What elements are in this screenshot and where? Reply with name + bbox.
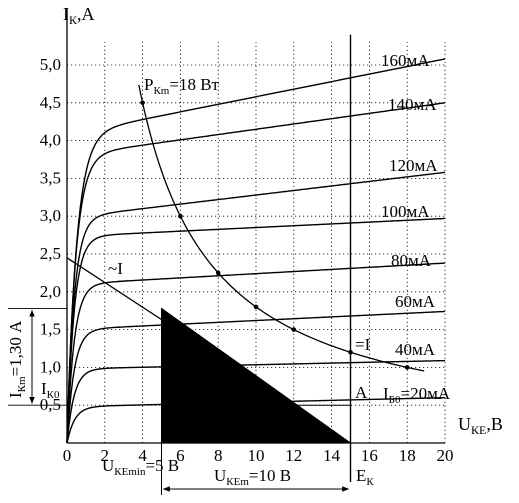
hyperbola-point [178,213,183,219]
label-ek-main: E [356,466,366,485]
curve-label: 140мА [388,95,437,114]
power-hyperbola [138,84,425,372]
y-tick-label: 1,5 [40,320,61,339]
x-tick-label: 16 [361,446,378,465]
power-label-sub: Кm [153,85,169,97]
label-ikm: IКm=1,30 А [6,320,28,398]
curve-label-ib0-main: I [383,384,389,403]
curve-label: 120мА [389,156,438,175]
characteristic-curve-4 [66,262,446,444]
x-axis-title-main: U [458,414,471,434]
characteristic-curve-8 [66,58,446,444]
label-ik0-main: I [41,379,47,398]
x-tick-label: 12 [285,446,302,465]
curve-label: 40мА [395,340,436,359]
curve-label-ib0-sub: Б0 [389,394,401,406]
y-tick-label: 4,5 [40,93,61,112]
label-ikm-sub: Кm [16,376,28,392]
y-axis-title-rest: ,А [77,4,95,24]
x-axis-title-rest: ,В [486,414,503,434]
label-ukem: UКЕm=10 В [214,466,291,488]
curve-label: 80мА [391,251,432,270]
y-tick-label: 5,0 [40,55,61,74]
y-axis-title-sub: К [69,13,78,27]
grid-lines [67,42,446,443]
x-tick-label: 2 [101,446,110,465]
y-tick-label: 2,0 [40,282,61,301]
label-ukemin-main: U [102,456,114,475]
label-point-a: A [355,383,368,402]
characteristic-curve-3 [66,310,446,444]
hyperbola-point [215,270,221,276]
curve-label: 60мА [395,292,436,311]
curve-label: 100мА [381,202,430,221]
power-label: PКm=18 Вт [144,75,220,97]
x-axis-title: UКЕ,В [458,414,503,437]
hyperbola-point [253,304,259,310]
power-triangle [161,307,353,444]
characteristic-curve-5 [66,217,446,444]
annotation-labels: 40мА60мА80мА100мА120мА140мА160мАIБ0=20мА… [6,51,451,488]
tick-labels: 0 2 4 6 8 10 12 14 16 18 20 0,5 1,0 1,5 2,0 2,5 3,0 3,5 4,… [40,4,503,465]
hyperbola-point [291,327,297,332]
y-tick-label: 2,5 [40,244,61,263]
x-tick-label: 20 [437,446,454,465]
overlay-shapes [8,34,353,495]
label-ukem-sub: КЕm [226,476,249,488]
y-tick-label: 4,0 [40,131,61,150]
label-ikm-main: I [6,392,25,398]
y-tick-label: 1,0 [40,357,61,376]
label-ikm-rest: =1,30 А [6,320,25,377]
y-axis-title-main: I [63,4,69,24]
characteristic-curve-7 [66,102,446,444]
power-label-rest: =18 Вт [169,75,219,94]
y-axis-title: IК,А [63,4,95,27]
x-tick-label: 0 [63,446,72,465]
label-ukem-rest: =10 В [249,466,291,485]
curve-label-ib0-rest: =20мА [401,384,451,403]
x-tick-label: 8 [214,446,223,465]
curve-label: 160мА [381,51,430,70]
power-label-main: P [144,75,153,94]
x-tick-label: 10 [248,446,265,465]
label-ukem-main: U [214,466,226,485]
x-tick-label: 4 [138,446,147,465]
characteristic-curve-6 [66,171,446,444]
label-ek-sub: К [366,476,374,488]
label-ukemin: UКЕmin=5 В [102,456,179,478]
y-tick-label: 0,5 [40,395,61,414]
hyperbola-point [140,100,145,106]
label-ek: EК [356,466,374,488]
x-tick-label: 14 [323,446,341,465]
hyperbola-point [404,365,410,370]
x-tick-label: 6 [176,446,185,465]
x-axis-title-sub: КЕ [471,423,486,437]
y-tick-label: 3,0 [40,206,61,225]
y-tick-label: 3,5 [40,168,61,187]
label-ukemin-sub: КЕmin [114,466,146,478]
label-ukemin-rest: =5 В [145,456,179,475]
label-ik0-sub: К0 [47,389,60,401]
label-ik0: IК0 [41,379,60,401]
label-sim-right: =I [355,335,371,354]
label-sim-left: ~I [108,259,123,278]
x-tick-label: 18 [399,446,416,465]
curve-label-ib0: IБ0=20мА [383,384,451,406]
